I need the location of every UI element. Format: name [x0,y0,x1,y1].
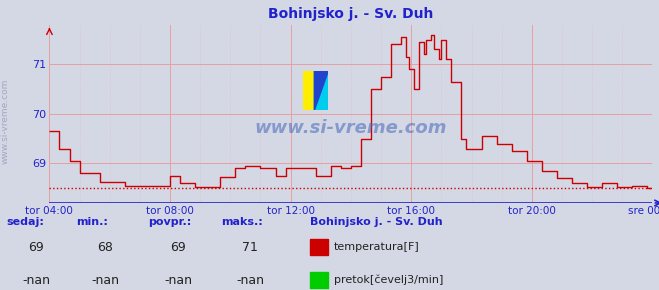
Text: -nan: -nan [164,273,192,287]
Text: temperatura[F]: temperatura[F] [334,242,420,252]
Text: sedaj:: sedaj: [7,217,44,227]
Text: povpr.:: povpr.: [148,217,192,227]
Text: 69: 69 [28,240,44,253]
Text: www.si-vreme.com: www.si-vreme.com [1,79,10,164]
Text: maks.:: maks.: [221,217,262,227]
Text: pretok[čevelj3/min]: pretok[čevelj3/min] [334,275,444,285]
Text: www.si-vreme.com: www.si-vreme.com [254,119,447,137]
Text: Bohinjsko j. - Sv. Duh: Bohinjsko j. - Sv. Duh [310,217,442,227]
Text: -nan: -nan [92,273,119,287]
Text: -nan: -nan [22,273,50,287]
Bar [310,272,328,288]
Bar [310,239,328,255]
Polygon shape [314,71,328,110]
Text: -nan: -nan [237,273,264,287]
Polygon shape [314,71,328,110]
Text: min.:: min.: [76,217,107,227]
Title: Bohinjsko j. - Sv. Duh: Bohinjsko j. - Sv. Duh [268,7,434,21]
Text: 68: 68 [98,240,113,253]
Text: 69: 69 [170,240,186,253]
Text: 71: 71 [243,240,258,253]
